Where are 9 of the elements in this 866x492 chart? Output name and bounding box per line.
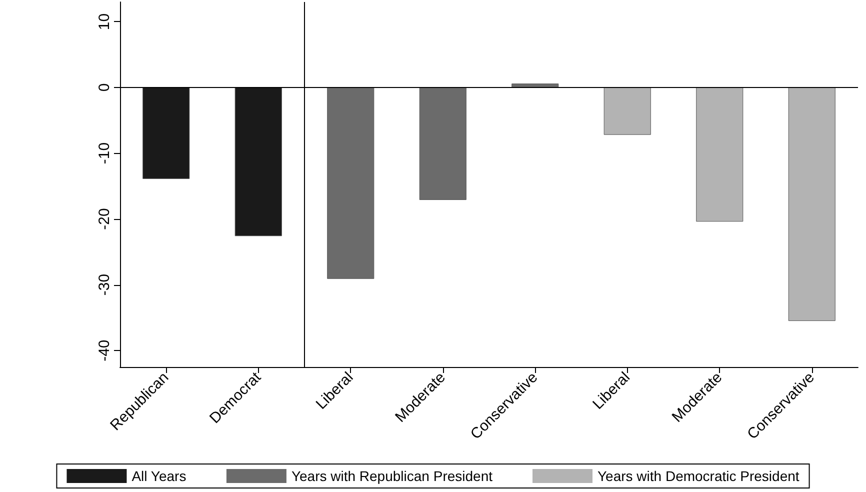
y-tick-label: 10: [96, 13, 113, 30]
y-tick-label: -10: [96, 142, 113, 164]
legend-label: Years with Republican President: [291, 468, 493, 484]
y-tick-label: -20: [96, 208, 113, 230]
y-tick-label: 0: [96, 83, 113, 92]
y-tick-label: -40: [96, 340, 113, 362]
legend-label: All Years: [132, 468, 186, 484]
legend-label: Years with Democratic President: [597, 468, 800, 484]
y-tick-label: -30: [96, 274, 113, 296]
